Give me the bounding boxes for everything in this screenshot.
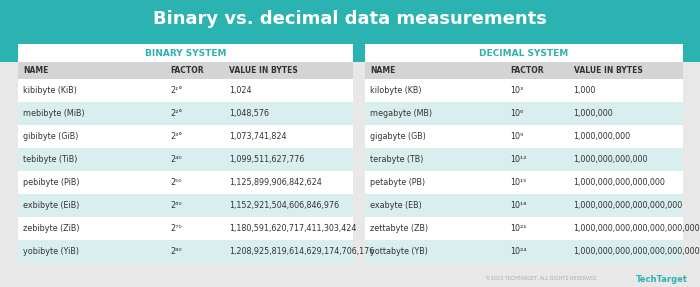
Text: tebibyte (TiB): tebibyte (TiB) bbox=[23, 155, 78, 164]
Bar bbox=[365, 102, 683, 125]
Text: exbibyte (EiB): exbibyte (EiB) bbox=[23, 201, 79, 210]
Bar bbox=[18, 44, 353, 62]
Text: 1,000,000,000,000: 1,000,000,000,000 bbox=[573, 155, 648, 164]
Text: 2⁵⁰: 2⁵⁰ bbox=[170, 178, 182, 187]
Text: yottabyte (YB): yottabyte (YB) bbox=[370, 247, 428, 256]
Text: 2¹°: 2¹° bbox=[170, 86, 183, 95]
Text: 10¹²: 10¹² bbox=[510, 155, 526, 164]
Bar bbox=[365, 194, 683, 217]
Text: terabyte (TB): terabyte (TB) bbox=[370, 155, 424, 164]
Text: 10⁶: 10⁶ bbox=[510, 109, 523, 118]
Text: 1,208,925,819,614,629,174,706,176: 1,208,925,819,614,629,174,706,176 bbox=[229, 247, 374, 256]
Text: Binary vs. decimal data measurements: Binary vs. decimal data measurements bbox=[153, 10, 547, 28]
Bar bbox=[365, 148, 683, 171]
Text: NAME: NAME bbox=[23, 66, 48, 75]
Bar bbox=[18, 217, 353, 240]
Text: 2⁶⁰: 2⁶⁰ bbox=[170, 201, 182, 210]
Text: 2⁸⁰: 2⁸⁰ bbox=[170, 247, 182, 256]
Text: 2²°: 2²° bbox=[170, 109, 183, 118]
Text: 10¹⁸: 10¹⁸ bbox=[510, 201, 526, 210]
Text: BINARY SYSTEM: BINARY SYSTEM bbox=[145, 49, 226, 57]
Text: 1,024: 1,024 bbox=[229, 86, 251, 95]
Text: 2⁴⁰: 2⁴⁰ bbox=[170, 155, 182, 164]
Bar bbox=[365, 125, 683, 148]
Bar bbox=[365, 62, 683, 79]
Text: 1,000,000: 1,000,000 bbox=[573, 109, 613, 118]
Bar bbox=[365, 240, 683, 263]
Text: 1,180,591,620,717,411,303,424: 1,180,591,620,717,411,303,424 bbox=[229, 224, 356, 233]
Text: ©2023 TECHTARGET. ALL RIGHTS RESERVED.: ©2023 TECHTARGET. ALL RIGHTS RESERVED. bbox=[486, 276, 598, 282]
Text: 10⁹: 10⁹ bbox=[510, 132, 523, 141]
Text: kilobyte (KB): kilobyte (KB) bbox=[370, 86, 421, 95]
Text: 1,073,741,824: 1,073,741,824 bbox=[229, 132, 286, 141]
Text: pebibyte (PiB): pebibyte (PiB) bbox=[23, 178, 80, 187]
Text: 1,000,000,000,000,000,000,000,000: 1,000,000,000,000,000,000,000,000 bbox=[573, 247, 700, 256]
Text: 1,048,576: 1,048,576 bbox=[229, 109, 269, 118]
Text: 10³: 10³ bbox=[510, 86, 523, 95]
Text: 1,000,000,000,000,000: 1,000,000,000,000,000 bbox=[573, 178, 666, 187]
Text: exabyte (EB): exabyte (EB) bbox=[370, 201, 421, 210]
Bar bbox=[365, 171, 683, 194]
Text: gibibyte (GiB): gibibyte (GiB) bbox=[23, 132, 78, 141]
Text: megabyte (MB): megabyte (MB) bbox=[370, 109, 432, 118]
Text: petabyte (PB): petabyte (PB) bbox=[370, 178, 425, 187]
Text: 1,099,511,627,776: 1,099,511,627,776 bbox=[229, 155, 304, 164]
Text: 1,125,899,906,842,624: 1,125,899,906,842,624 bbox=[229, 178, 322, 187]
Text: 1,000,000,000,000,000,000: 1,000,000,000,000,000,000 bbox=[573, 201, 682, 210]
Text: 1,000: 1,000 bbox=[573, 86, 596, 95]
Text: 10²¹: 10²¹ bbox=[510, 224, 526, 233]
Text: yobibyte (YiB): yobibyte (YiB) bbox=[23, 247, 79, 256]
Text: 2³°: 2³° bbox=[170, 132, 183, 141]
Text: VALUE IN BYTES: VALUE IN BYTES bbox=[573, 66, 643, 75]
Text: 10¹⁵: 10¹⁵ bbox=[510, 178, 526, 187]
Text: FACTOR: FACTOR bbox=[170, 66, 204, 75]
Bar bbox=[18, 125, 353, 148]
Bar bbox=[18, 240, 353, 263]
Bar bbox=[18, 79, 353, 102]
Text: zettabyte (ZB): zettabyte (ZB) bbox=[370, 224, 428, 233]
Bar bbox=[0, 0, 700, 38]
Text: VALUE IN BYTES: VALUE IN BYTES bbox=[229, 66, 298, 75]
Text: gigabyte (GB): gigabyte (GB) bbox=[370, 132, 426, 141]
Text: 10²⁴: 10²⁴ bbox=[510, 247, 526, 256]
Bar bbox=[365, 79, 683, 102]
Bar bbox=[18, 194, 353, 217]
Bar bbox=[18, 148, 353, 171]
Bar bbox=[365, 44, 683, 62]
Bar bbox=[18, 171, 353, 194]
Text: NAME: NAME bbox=[370, 66, 395, 75]
Text: 1,000,000,000,000,000,000,000: 1,000,000,000,000,000,000,000 bbox=[573, 224, 700, 233]
Bar bbox=[365, 217, 683, 240]
Text: 1,152,921,504,606,846,976: 1,152,921,504,606,846,976 bbox=[229, 201, 339, 210]
Text: TechTarget: TechTarget bbox=[636, 274, 688, 284]
Text: mebibyte (MiB): mebibyte (MiB) bbox=[23, 109, 85, 118]
Text: zebibyte (ZiB): zebibyte (ZiB) bbox=[23, 224, 80, 233]
Bar bbox=[18, 62, 353, 79]
Text: kibibyte (KiB): kibibyte (KiB) bbox=[23, 86, 77, 95]
Text: 1,000,000,000: 1,000,000,000 bbox=[573, 132, 631, 141]
Bar bbox=[18, 102, 353, 125]
Text: DECIMAL SYSTEM: DECIMAL SYSTEM bbox=[480, 49, 568, 57]
Text: 2⁷⁰: 2⁷⁰ bbox=[170, 224, 182, 233]
Text: FACTOR: FACTOR bbox=[510, 66, 543, 75]
Bar bbox=[0, 37, 700, 62]
